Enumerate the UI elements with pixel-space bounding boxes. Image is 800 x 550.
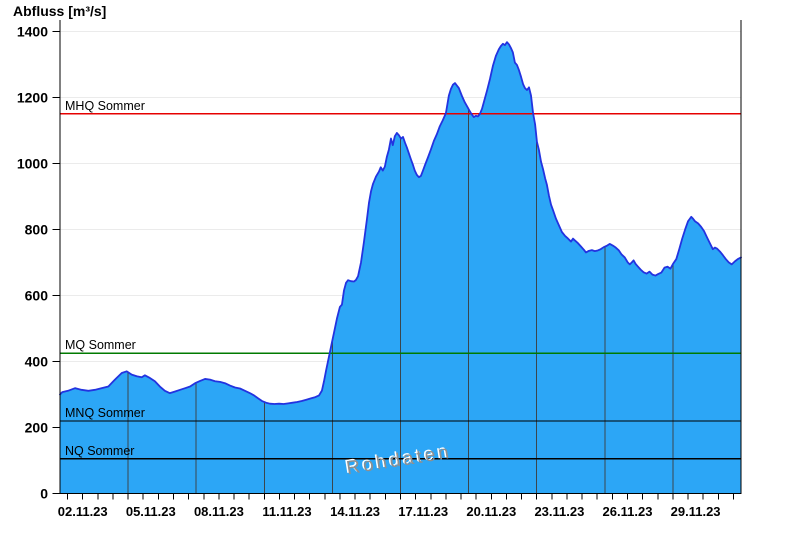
reference-line-nq-sommer: NQ Sommer	[60, 444, 741, 460]
x-axis-minor-ticks	[67, 493, 734, 500]
reference-line-mnq-sommer: MNQ Sommer	[60, 406, 741, 422]
reference-line-mhq-sommer: MHQ Sommer	[60, 99, 741, 115]
x-tick-label: 08.11.23	[194, 504, 244, 519]
x-tick-label: 14.11.23	[330, 504, 380, 519]
y-tick-label: 1400	[17, 23, 48, 39]
x-axis-labels: 02.11.23 05.11.23 08.11.23 11.11.23 14.11.23…	[58, 504, 721, 519]
y-tick-label: 1200	[17, 89, 48, 105]
y-axis-ticks: 0 200 400 600 800 1000 1200 1400	[17, 23, 60, 502]
reference-line-label: NQ Sommer	[65, 444, 134, 458]
y-tick-label: 200	[25, 419, 49, 435]
x-tick-label: 05.11.23	[126, 504, 176, 519]
reference-line-label: MQ Sommer	[65, 338, 136, 352]
y-tick-label: 800	[25, 221, 49, 237]
y-tick-label: 400	[25, 353, 49, 369]
y-tick-label: 1000	[17, 155, 48, 171]
x-tick-label: 20.11.23	[466, 504, 516, 519]
chart-title: Abfluss [m³/s]	[13, 3, 107, 19]
x-tick-label: 23.11.23	[534, 504, 584, 519]
y-tick-label: 0	[40, 486, 48, 502]
x-tick-label: 29.11.23	[671, 504, 721, 519]
x-tick-label: 26.11.23	[603, 504, 653, 519]
reference-line-label: MHQ Sommer	[65, 99, 145, 113]
x-tick-label: 02.11.23	[58, 504, 108, 519]
x-tick-label: 17.11.23	[398, 504, 448, 519]
y-tick-label: 600	[25, 287, 49, 303]
reference-line-label: MNQ Sommer	[65, 406, 145, 420]
x-tick-label: 11.11.23	[262, 504, 311, 519]
discharge-line	[59, 41, 742, 405]
reference-line-mq-sommer: MQ Sommer	[60, 338, 741, 354]
